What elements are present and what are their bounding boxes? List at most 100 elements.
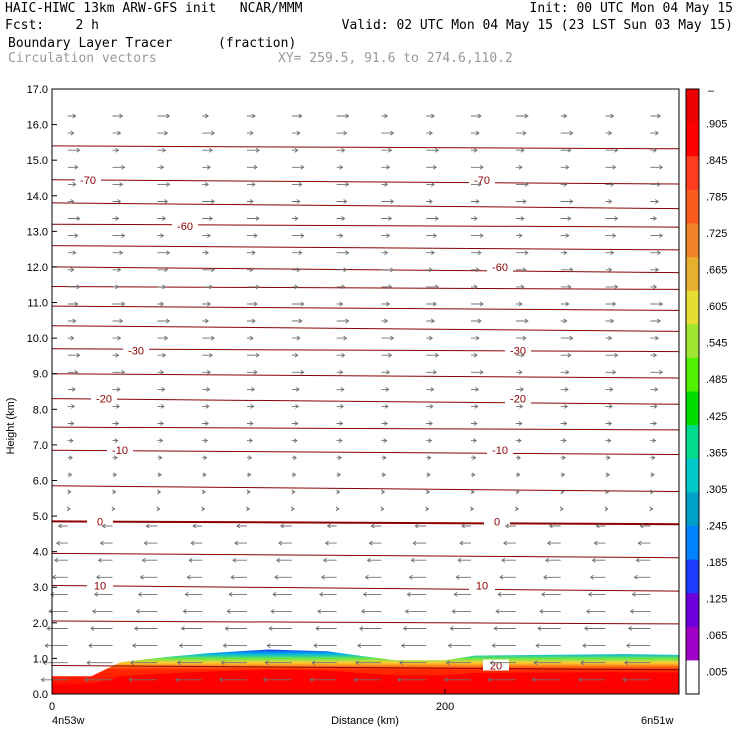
vector-arrow <box>336 267 348 273</box>
vector-arrow <box>336 318 350 324</box>
vector-arrow <box>157 421 165 426</box>
vector-arrow <box>650 216 658 221</box>
vector-arrow <box>336 130 348 136</box>
vector-arrow <box>650 318 662 324</box>
vector-arrow <box>560 387 569 392</box>
vector-arrow <box>112 182 124 187</box>
vector-arrow <box>192 523 203 529</box>
vector-arrow <box>130 660 158 666</box>
vector-arrow <box>272 592 292 597</box>
vector-arrow <box>291 489 296 495</box>
vector-arrow <box>381 318 389 324</box>
vector-arrow <box>471 130 480 136</box>
vector-arrow <box>650 250 662 256</box>
y-tick-label: 16.0 <box>27 120 48 132</box>
vector-arrow <box>560 147 572 153</box>
vector-arrow <box>311 660 337 666</box>
contour-line <box>51 520 680 526</box>
vector-arrow <box>471 369 484 375</box>
vector-arrow <box>112 489 117 495</box>
vector-arrow <box>202 147 214 153</box>
vector-arrow <box>515 421 523 426</box>
tracer-core <box>52 669 679 694</box>
contour-label-bg <box>123 344 149 356</box>
vector-arrow <box>67 438 74 443</box>
vector-arrow <box>42 660 68 666</box>
vector-arrow <box>587 592 606 597</box>
vector-arrow <box>202 267 216 273</box>
vector-arrow <box>157 438 164 443</box>
vector-arrow <box>336 387 345 392</box>
vector-arrow <box>112 472 118 478</box>
vector-arrow <box>366 557 382 563</box>
vector-arrow <box>650 199 660 204</box>
vector-arrow <box>67 301 79 307</box>
vector-arrow <box>268 626 292 631</box>
vector-arrow <box>202 199 216 204</box>
vector-arrow <box>381 335 395 341</box>
vector-arrow <box>560 130 574 136</box>
vector-arrow <box>515 369 523 375</box>
vector-arrow <box>247 369 258 375</box>
vector-arrow <box>112 387 121 392</box>
vector-arrow <box>336 404 345 409</box>
colorbar-swatch <box>686 357 699 392</box>
vector-arrow <box>67 130 75 136</box>
vector-arrow <box>202 335 216 341</box>
vector-arrow <box>650 233 664 238</box>
vector-arrow <box>426 472 431 478</box>
vector-arrow <box>560 284 572 290</box>
vector-arrow <box>67 369 79 375</box>
colorbar-swatch <box>686 593 699 628</box>
y-tick-label: 11.0 <box>27 298 48 310</box>
vector-arrow <box>457 557 471 563</box>
contour-label: -20 <box>510 394 526 406</box>
vector-arrow <box>362 592 382 597</box>
contour-label-bg <box>172 220 198 232</box>
vector-arrow <box>67 216 81 221</box>
vector-arrow <box>471 455 477 461</box>
vector-arrow <box>605 421 613 426</box>
vector-arrow <box>202 216 214 221</box>
vector-arrow <box>650 404 658 409</box>
contour-label-bg <box>87 515 113 527</box>
vector-arrow <box>222 643 247 648</box>
vector-arrow <box>650 352 658 358</box>
vector-arrow <box>560 199 574 204</box>
vector-arrow <box>112 130 122 136</box>
vector-arrow <box>202 472 207 478</box>
vector-arrow <box>202 250 210 256</box>
colorbar-label: .245 <box>706 521 727 533</box>
contour-line <box>51 485 680 492</box>
vector-arrow <box>128 677 158 683</box>
vector-arrow <box>157 164 165 170</box>
vector-arrow <box>499 574 516 580</box>
y-tick-label: 14.0 <box>27 191 48 203</box>
vector-arrow <box>247 130 254 136</box>
vector-arrow <box>381 284 393 290</box>
vector-arrow <box>336 147 346 153</box>
vector-arrow <box>57 523 68 529</box>
vector-arrow <box>139 574 158 580</box>
vector-arrow <box>157 284 167 290</box>
vector-arrow <box>410 557 427 563</box>
vector-arrow <box>279 523 292 529</box>
vector-arrow <box>112 421 120 426</box>
y-tick-label: 0.0 <box>33 689 48 701</box>
vector-arrow <box>133 626 158 631</box>
vector-arrow <box>515 130 527 136</box>
vector-arrow <box>471 318 482 324</box>
vector-arrow <box>605 216 619 221</box>
vector-arrow <box>402 626 427 631</box>
vector-arrow <box>157 472 162 478</box>
vector-arrow <box>84 677 113 683</box>
vector-arrow <box>605 335 613 341</box>
contour-label-bg <box>505 344 531 356</box>
vector-arrow <box>336 233 344 238</box>
contour-label-bg <box>469 579 495 591</box>
y-tick-label: 7.0 <box>33 440 48 452</box>
contour-label: -60 <box>492 262 508 274</box>
circulation-vectors <box>40 113 664 683</box>
vector-arrow <box>247 284 260 290</box>
colorbar-label: .485 <box>706 374 727 386</box>
